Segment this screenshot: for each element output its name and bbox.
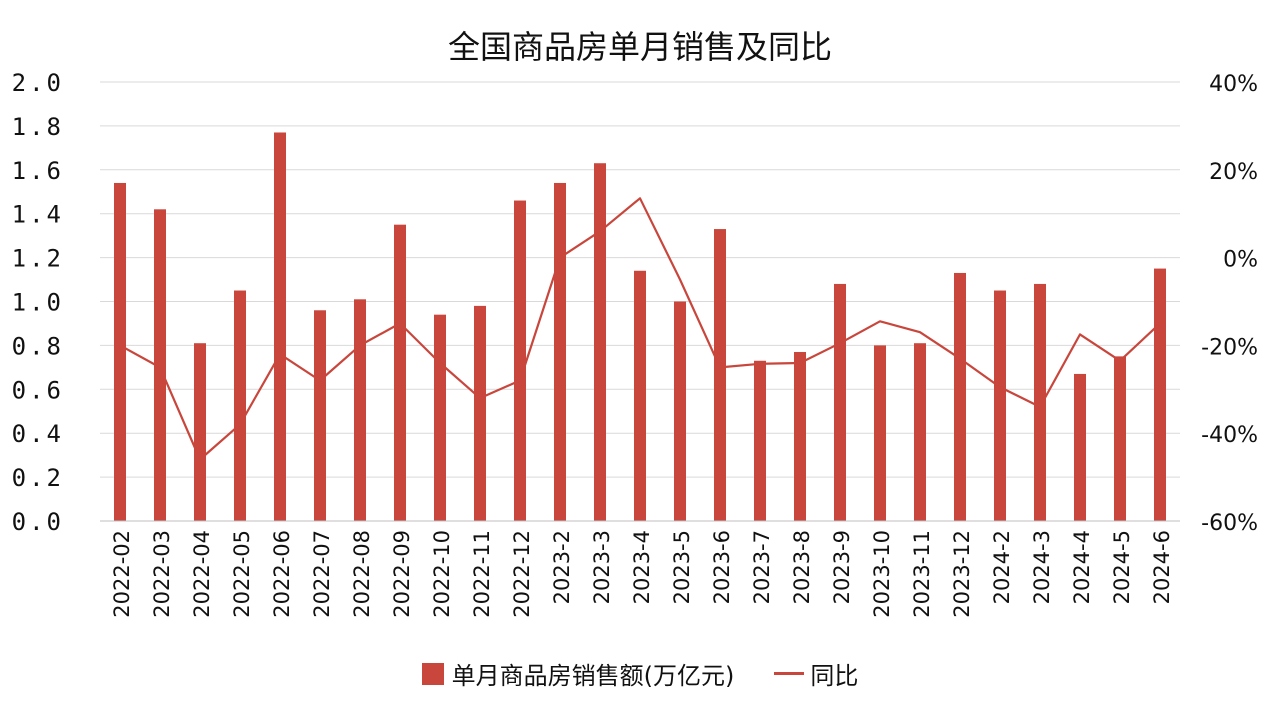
y-left-tick-label: 1.2 [12,245,64,273]
x-tick-label: 2023-8 [790,530,814,604]
bar [714,229,726,521]
y-left-tick-label: 0.4 [12,420,64,448]
bar-series [114,132,1166,522]
y-right-tick-label: -20% [1201,335,1258,360]
x-tick-label: 2022-02 [110,530,134,618]
x-tick-label: 2024-6 [1150,530,1174,604]
bar [274,132,286,522]
y-left-tick-label: 0.0 [12,508,64,536]
x-tick-label: 2022-07 [310,530,334,618]
x-tick-label: 2023-5 [670,530,694,604]
y-right-tick-label: -60% [1201,511,1258,536]
y-right-tick-label: 0% [1223,248,1258,273]
x-tick-label: 2024-4 [1070,530,1094,604]
x-tick-label: 2022-04 [190,530,214,618]
bar [1034,283,1046,521]
x-tick-label: 2022-11 [470,530,494,618]
x-tick-label: 2022-03 [150,530,174,618]
x-tick-label: 2022-05 [230,530,254,618]
x-tick-label: 2024-2 [990,530,1014,604]
bar [634,270,646,521]
x-tick-label: 2023-12 [950,530,974,618]
y-right-tick-label: 20% [1209,160,1258,185]
x-tick-label: 2023-2 [550,530,574,604]
x-tick-label: 2023-11 [910,530,934,618]
y-left-tick-label: 1.0 [12,289,64,317]
legend: 单月商品房销售额(万亿元) 同比 [0,656,1280,691]
bar [1154,268,1166,521]
bar [1074,373,1086,521]
y-right-tick-label: -40% [1201,423,1258,448]
bar [874,345,886,521]
bar [594,163,606,521]
bar [154,209,166,521]
bar [554,182,566,521]
legend-item-line[interactable]: 同比 [774,656,858,691]
y-left-tick-label: 2.0 [12,69,64,97]
bar [754,360,766,521]
x-tick-label: 2023-4 [630,530,654,604]
bar [394,224,406,522]
bar [354,299,366,521]
bar [194,343,206,521]
x-tick-label: 2023-9 [830,530,854,604]
y-left-tick-label: 1.8 [12,113,64,141]
legend-label-bar: 单月商品房销售额(万亿元) [451,662,735,690]
bar [474,305,486,521]
x-tick-label: 2024-5 [1110,530,1134,604]
y-left-tick-label: 0.6 [12,376,64,404]
y-left-tick-label: 1.4 [12,201,64,229]
bar [674,301,686,521]
x-tick-label: 2023-7 [750,530,774,604]
x-tick-label: 2022-06 [270,530,294,618]
bar [314,310,326,521]
bar [514,200,526,521]
x-tick-label: 2022-08 [350,530,374,618]
legend-line-swatch [774,672,805,675]
bar [914,343,926,521]
x-tick-label: 2023-10 [870,530,894,618]
y-left-tick-label: 0.8 [12,332,64,360]
bar [834,283,846,521]
legend-bar-swatch [421,662,444,685]
bar [994,290,1006,521]
bar [434,314,446,521]
bar [954,272,966,521]
yoy-line [119,197,1161,461]
x-tick-label: 2023-6 [710,530,734,604]
y-right-tick-label: 40% [1209,72,1258,97]
bar [1114,356,1126,521]
bar [114,182,126,521]
y-left-tick-label: 0.2 [12,464,64,492]
x-tick-label: 2022-09 [390,530,414,618]
line-series [119,197,1161,461]
y-left-tick-label: 1.6 [12,157,64,185]
bar [794,351,806,521]
legend-item-bar[interactable]: 单月商品房销售额(万亿元) [421,656,735,691]
chart-title: 全国商品房单月销售及同比 [447,28,832,66]
axes: 0.0 0.2 0.4 0.6 0.8 1.0 1.2 1.4 1.6 1.8 2.0 -60% -40… [12,69,1258,618]
x-tick-label: 2024-3 [1030,530,1054,604]
x-tick-label: 2023-3 [590,530,614,604]
legend-label-line: 同比 [810,662,859,690]
x-tick-label: 2022-10 [430,530,454,618]
bar [234,290,246,521]
x-tick-label: 2022-12 [510,530,534,618]
